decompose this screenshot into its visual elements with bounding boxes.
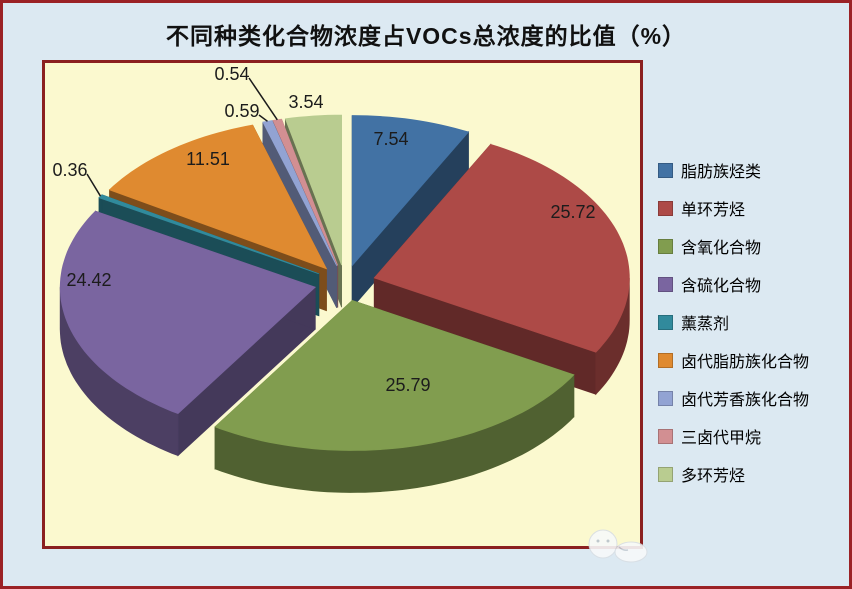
legend-label: 脂肪族烃类 [681,164,762,181]
legend-label: 卤代脂肪族化合物 [681,354,810,371]
legend-swatch-icon [658,200,673,216]
legend-item: 卤代芳香族化合物 [658,379,848,417]
legend-swatch-icon [658,314,673,330]
legend-swatch-icon [658,352,673,368]
legend-label: 单环芳烃 [681,202,746,219]
legend-swatch-icon [658,276,673,292]
legend-item: 三卤代甲烷 [658,417,848,455]
legend-item: 薰蒸剂 [658,303,848,341]
legend-item: 单环芳烃 [658,189,848,227]
legend-label: 卤代芳香族化合物 [681,392,810,409]
legend-item: 卤代脂肪族化合物 [658,341,848,379]
chart-title: 不同种类化合物浓度占VOCs总浓度的比值（%） [165,23,687,49]
legend-item: 脂肪族烃类 [658,151,848,189]
legend-label: 多环芳烃 [681,468,746,485]
legend-swatch-icon [658,390,673,406]
legend-swatch-icon [658,162,673,178]
plot-area [42,60,643,549]
legend-item: 多环芳烃 [658,455,848,493]
legend-label: 含氧化合物 [681,240,762,257]
legend-swatch-icon [658,428,673,444]
legend-label: 含硫化合物 [681,278,762,295]
legend-label: 三卤代甲烷 [681,430,762,447]
legend-item: 含硫化合物 [658,265,848,303]
legend-swatch-icon [658,466,673,482]
legend: 脂肪族烃类单环芳烃含氧化合物含硫化合物薰蒸剂卤代脂肪族化合物 卤代芳香族化合物 三卤… [658,151,848,493]
legend-swatch-icon [658,238,673,254]
legend-label: 薰蒸剂 [681,316,730,333]
legend-item: 含氧化合物 [658,227,848,265]
